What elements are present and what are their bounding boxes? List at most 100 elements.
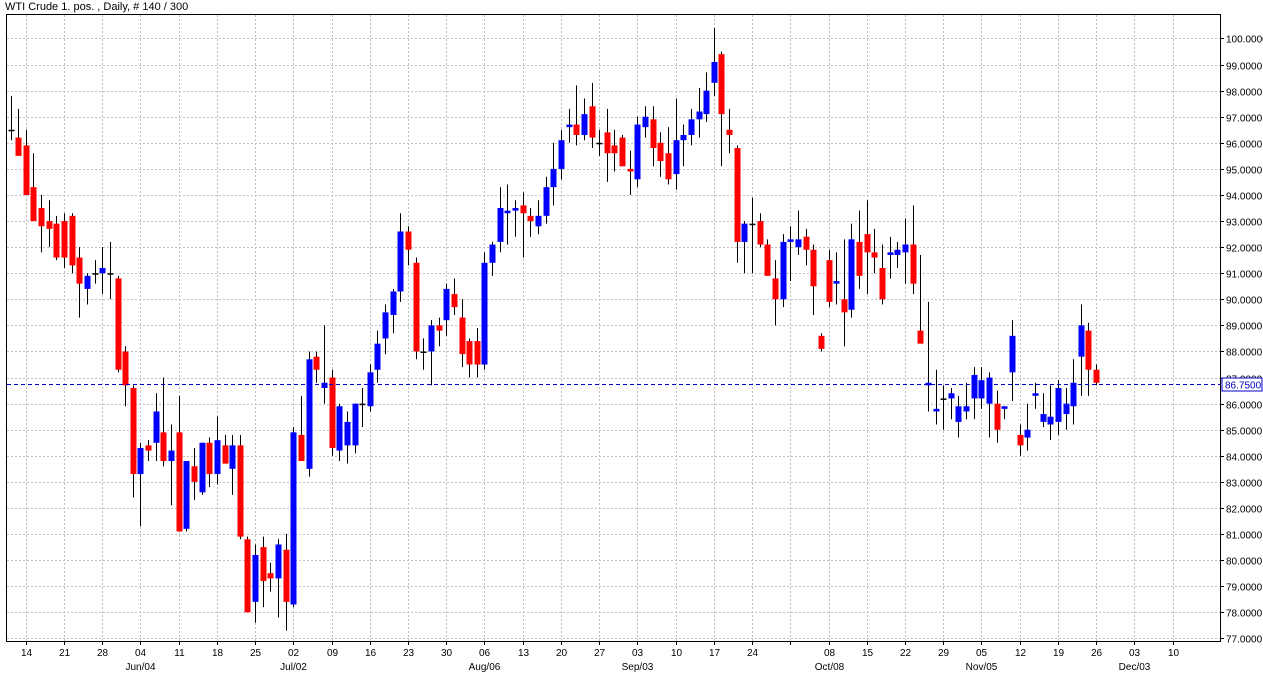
candle <box>688 108 695 146</box>
month-label: Aug/06 <box>469 662 501 673</box>
candle <box>925 301 932 412</box>
candle <box>374 330 381 383</box>
candle <box>994 390 1001 443</box>
candle <box>841 239 848 347</box>
candle <box>504 184 511 245</box>
candle <box>558 129 565 180</box>
candle-body <box>978 380 985 399</box>
candle-body <box>443 288 450 321</box>
candle-body <box>298 434 305 462</box>
candle <box>8 95 15 141</box>
candle-body <box>367 372 374 407</box>
candle <box>933 369 940 425</box>
candle <box>420 338 427 370</box>
candle <box>795 210 802 255</box>
candle <box>1063 387 1070 430</box>
candle-body <box>23 145 30 195</box>
candle <box>611 129 618 172</box>
candle <box>275 539 282 618</box>
candle <box>145 440 152 462</box>
candle <box>680 124 687 167</box>
candle <box>107 241 114 300</box>
candle <box>703 72 710 122</box>
candle <box>986 372 993 438</box>
candle <box>428 320 435 386</box>
candle-body <box>459 317 466 355</box>
candle-body <box>841 299 848 313</box>
x-tick-label: 05 <box>976 648 988 659</box>
candle <box>910 205 917 295</box>
candle-body <box>634 124 641 180</box>
candle-body <box>420 351 427 353</box>
y-tick-label: 92.0000 <box>1226 244 1263 255</box>
candle <box>642 106 649 138</box>
candle <box>199 442 206 495</box>
candle <box>871 228 878 274</box>
x-tick-label: 13 <box>518 648 530 659</box>
x-tick-label: 10 <box>1168 648 1180 659</box>
candle-body <box>1055 387 1062 422</box>
candle <box>902 218 909 284</box>
candle-body <box>53 223 60 258</box>
candle-body <box>84 275 91 289</box>
candle-body <box>848 239 855 310</box>
candle-body <box>76 257 83 284</box>
candle-body <box>199 442 206 493</box>
candle-body <box>642 116 649 128</box>
candle <box>826 249 833 308</box>
candle <box>1047 385 1054 441</box>
x-tick-label: 12 <box>1015 648 1027 659</box>
candle <box>894 241 901 269</box>
candle-body <box>566 124 573 128</box>
candle-body <box>344 421 351 446</box>
candle <box>23 129 30 195</box>
candle <box>787 226 794 282</box>
y-tick-label: 78.0000 <box>1226 609 1263 620</box>
candle-body <box>764 244 771 276</box>
candle <box>1085 322 1092 396</box>
candle-body <box>176 432 183 532</box>
candle-body <box>673 140 680 175</box>
candle-body <box>1009 335 1016 373</box>
candle <box>352 403 359 454</box>
candle <box>948 387 955 420</box>
candle <box>818 333 825 352</box>
x-tick-label: 17 <box>709 648 721 659</box>
candle <box>336 403 343 462</box>
candle <box>1032 382 1039 409</box>
candle-body <box>879 268 886 300</box>
candle-body <box>313 356 320 370</box>
candle-body <box>589 106 596 138</box>
candle-body <box>130 387 137 475</box>
candle <box>589 82 596 149</box>
x-tick-label: 03 <box>1129 648 1141 659</box>
candle-body <box>1078 325 1085 357</box>
candle-body <box>887 252 894 255</box>
month-label: Dec/03 <box>1119 662 1151 673</box>
candle <box>191 447 198 501</box>
current-price-marker: 86.7500 <box>7 377 1263 392</box>
candle-body <box>359 403 366 406</box>
candle <box>84 273 91 305</box>
candle-body <box>397 231 404 292</box>
candle <box>596 129 603 156</box>
candle <box>260 536 267 608</box>
candle-body <box>504 210 511 214</box>
candle-body <box>30 187 37 222</box>
candle-body <box>986 377 993 404</box>
y-tick-label: 83.0000 <box>1226 479 1263 490</box>
candle <box>46 200 53 248</box>
candle <box>122 346 129 407</box>
candle <box>856 210 863 289</box>
candle <box>344 411 351 464</box>
candle-body <box>864 234 871 253</box>
candle-body <box>1085 330 1092 370</box>
candle <box>619 134 626 167</box>
candle-body <box>780 241 787 300</box>
candle <box>436 317 443 347</box>
candle <box>451 278 458 315</box>
candle <box>229 434 236 495</box>
x-tick-label: 09 <box>327 648 339 659</box>
x-tick-label: 18 <box>212 648 224 659</box>
